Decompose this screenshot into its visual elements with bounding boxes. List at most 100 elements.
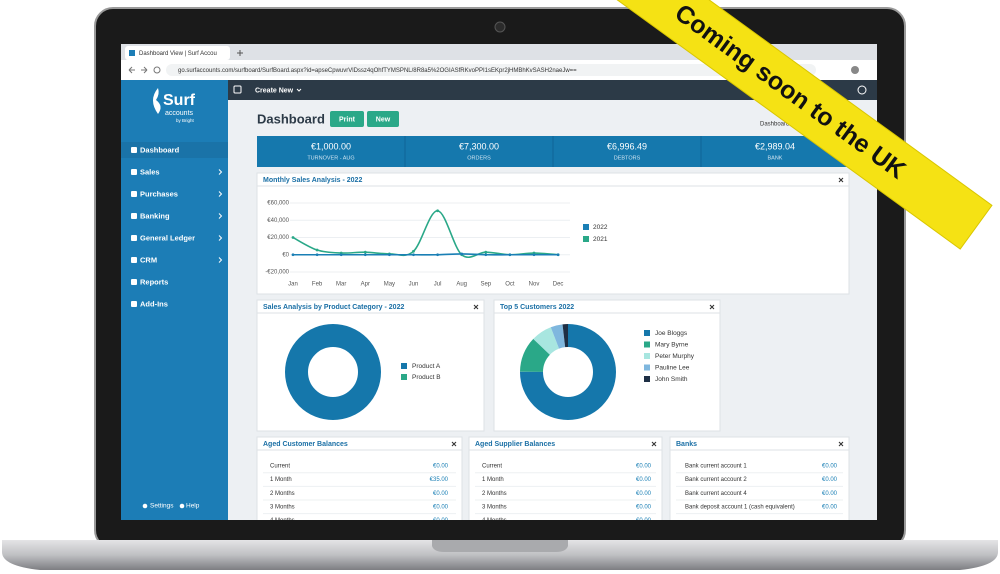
nav-item[interactable]: Dashboard — [140, 145, 180, 154]
row-value[interactable]: €0.00 — [822, 477, 838, 483]
x-tick-label: May — [384, 282, 395, 288]
panel-close[interactable] — [451, 441, 457, 447]
legend-swatch — [401, 363, 407, 369]
url: go.surfaccounts.com/surfboard/SurfBoard.… — [178, 68, 577, 74]
panel-close[interactable] — [838, 441, 844, 447]
x-tick-label: Jul — [434, 282, 442, 288]
point — [363, 250, 367, 254]
donut-slice — [285, 324, 381, 420]
legend-label: Product B — [412, 374, 441, 381]
kpi-value: €2,989.04 — [755, 141, 795, 151]
x-tick-label: Oct — [505, 282, 515, 288]
legend-label: Pauline Lee — [655, 365, 690, 372]
nav-item[interactable]: Add-Ins — [140, 299, 168, 308]
point — [436, 253, 439, 257]
point — [363, 253, 367, 257]
help-link[interactable]: Help — [186, 503, 200, 510]
tab[interactable] — [125, 46, 230, 60]
nav-icon — [131, 279, 137, 285]
row-value[interactable]: €0.00 — [433, 504, 449, 510]
panel-title: Aged Customer Balances — [263, 441, 348, 448]
panel-close[interactable] — [709, 304, 715, 310]
nav-arrows[interactable] — [128, 66, 148, 74]
nav-icon — [131, 169, 137, 175]
favicon — [129, 50, 135, 56]
legend-label: 2021 — [593, 236, 608, 243]
nav-item[interactable]: General Ledger — [140, 233, 195, 242]
nav-chevron — [218, 169, 223, 175]
row-label: 1 Month — [270, 477, 292, 483]
nav-item[interactable]: CRM — [140, 255, 157, 264]
address-bar[interactable] — [166, 64, 816, 76]
help-icon — [179, 503, 185, 509]
row-value[interactable]: €0.00 — [636, 504, 652, 510]
nav-item[interactable]: Sales — [140, 167, 160, 176]
row-value[interactable]: €0.00 — [636, 491, 652, 497]
new-tab[interactable] — [237, 50, 243, 56]
point — [291, 236, 295, 239]
point — [556, 253, 560, 257]
row-value[interactable]: €0.00 — [636, 477, 652, 483]
row-label: Bank current account 1 — [685, 464, 747, 470]
camera — [494, 21, 506, 33]
screen: Dashboard View | Surf Accou go.surfaccou… — [121, 44, 877, 524]
legend-swatch — [401, 374, 407, 380]
row-label: Bank deposit account 1 (cash equivalent) — [685, 504, 795, 510]
nav-chevron — [218, 235, 223, 241]
laptop-notch — [432, 540, 568, 552]
page-title: Dashboard — [257, 111, 325, 126]
y-tick-label: €20,000 — [267, 235, 289, 241]
row-value[interactable]: €0.00 — [822, 464, 838, 470]
logo-by: by Bright — [176, 118, 195, 123]
button[interactable] — [367, 111, 399, 127]
panel-close[interactable] — [838, 177, 844, 183]
row-value[interactable]: €0.00 — [433, 464, 449, 470]
row-label: 2 Months — [270, 491, 295, 497]
x-tick-label: Feb — [312, 282, 323, 288]
reload[interactable] — [153, 66, 161, 74]
row-value[interactable]: €0.00 — [433, 491, 449, 497]
nav-item[interactable]: Reports — [140, 277, 168, 286]
button[interactable] — [330, 111, 364, 127]
x-tick-label: Aug — [456, 282, 467, 288]
breadcrumb: Dashboard V — [760, 122, 795, 128]
panel-close[interactable] — [473, 304, 479, 310]
nav-item[interactable]: Purchases — [140, 189, 178, 198]
row-value[interactable]: €35.00 — [430, 477, 449, 483]
panel-title: Sales Analysis by Product Category - 202… — [263, 304, 404, 311]
row-value[interactable]: €0.00 — [822, 491, 838, 497]
row-value[interactable]: €0.00 — [636, 518, 652, 524]
x-tick-label: Nov — [529, 282, 540, 288]
legend-label: Joe Bloggs — [655, 330, 688, 337]
logo-name: Surf — [163, 92, 196, 109]
y-tick-label: €60,000 — [267, 201, 289, 207]
tab-title: Dashboard View | Surf Accou — [139, 51, 217, 57]
point — [388, 253, 391, 257]
row-value[interactable]: €0.00 — [433, 518, 449, 524]
row-value[interactable]: €0.00 — [822, 504, 838, 510]
row-label: 3 Months — [482, 504, 507, 510]
legend-swatch — [644, 330, 650, 336]
user-icon[interactable] — [857, 85, 867, 95]
kpi-label: BANK — [768, 155, 783, 161]
row-label: Bank current account 2 — [685, 477, 747, 483]
banner-strip — [587, 0, 993, 250]
panel-title: Monthly Sales Analysis - 2022 — [263, 177, 362, 184]
logo-sub: accounts — [165, 110, 194, 117]
legend-swatch — [644, 353, 650, 359]
create-new[interactable]: Create New — [255, 87, 294, 94]
legend-swatch — [583, 224, 589, 230]
row-value[interactable]: €0.00 — [636, 464, 652, 470]
legend-swatch — [583, 236, 589, 242]
x-tick-label: Jan — [288, 282, 298, 288]
settings-link[interactable]: Settings — [150, 503, 174, 510]
point — [436, 209, 439, 213]
profile[interactable] — [851, 66, 859, 74]
nav-item[interactable]: Banking — [140, 211, 170, 220]
nav-active — [121, 142, 228, 158]
menu-toggle[interactable] — [233, 85, 242, 94]
legend-swatch — [644, 376, 650, 382]
kpi-value: €7,300.00 — [459, 141, 499, 151]
panel-close[interactable] — [651, 441, 657, 447]
